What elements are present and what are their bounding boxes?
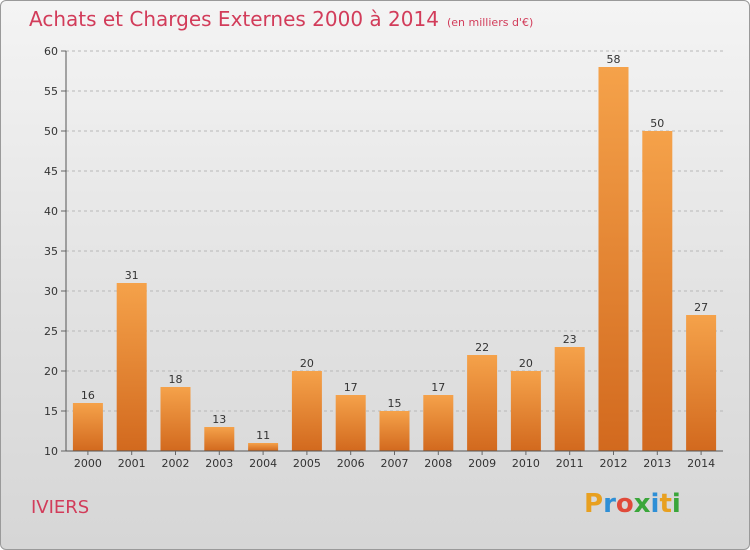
bar-value-label: 11 [256, 429, 270, 442]
bar-value-label: 15 [388, 397, 402, 410]
proxiti-logo[interactable]: Proxiti [584, 489, 681, 519]
y-tick-label: 55 [44, 85, 58, 98]
x-tick-label: 2011 [556, 457, 584, 470]
bar-2002 [160, 387, 191, 451]
y-tick-label: 60 [44, 45, 58, 58]
bar-2005 [291, 371, 322, 451]
bar-value-label: 20 [300, 357, 314, 370]
bar-2003 [204, 427, 235, 451]
x-tick-label: 2014 [687, 457, 715, 470]
bar-2004 [248, 443, 279, 451]
y-tick-label: 35 [44, 245, 58, 258]
y-tick-label: 50 [44, 125, 58, 138]
x-tick-label: 2007 [381, 457, 409, 470]
logo-letter: P [584, 489, 604, 519]
bar-2009 [467, 355, 498, 451]
y-tick-label: 15 [44, 405, 58, 418]
x-tick-label: 2013 [643, 457, 671, 470]
bar-value-label: 58 [607, 53, 621, 66]
x-tick-label: 2009 [468, 457, 496, 470]
x-tick-label: 2010 [512, 457, 540, 470]
bar-2012 [598, 67, 629, 451]
bar-2008 [423, 395, 454, 451]
x-tick-label: 2002 [162, 457, 190, 470]
logo-letter: t [659, 489, 672, 519]
x-tick-label: 2000 [74, 457, 102, 470]
logo-letter: x [633, 489, 651, 519]
bar-value-label: 17 [431, 381, 445, 394]
logo-letter: i [650, 489, 660, 519]
chart-title-text: Achats et Charges Externes 2000 à 2014 [29, 7, 439, 31]
bar-2006 [335, 395, 366, 451]
logo-letter: r [603, 489, 616, 519]
bar-value-label: 22 [475, 341, 489, 354]
y-tick-label: 20 [44, 365, 58, 378]
bar-value-label: 17 [344, 381, 358, 394]
bar-value-label: 23 [563, 333, 577, 346]
commune-name: IVIERS [31, 497, 90, 518]
x-tick-label: 2001 [118, 457, 146, 470]
axis-layer: 10 15 20 25 30 35 40 45 50 55 60 2000 2001 2002 2003 20… [44, 45, 723, 470]
bar-2001 [116, 283, 147, 451]
bar-value-label: 18 [169, 373, 183, 386]
x-tick-label: 2012 [600, 457, 628, 470]
y-tick-label: 30 [44, 285, 58, 298]
bar-value-label: 20 [519, 357, 533, 370]
x-tick-label: 2003 [205, 457, 233, 470]
logo-letter: i [671, 489, 681, 519]
bar-2007 [379, 411, 410, 451]
x-tick-label: 2005 [293, 457, 321, 470]
bar-2000 [72, 403, 103, 451]
y-tick-label: 40 [44, 205, 58, 218]
bar-2011 [554, 347, 585, 451]
chart-subtitle: (en milliers d'€) [446, 16, 534, 29]
bar-value-label: 27 [694, 301, 708, 314]
x-tick-label: 2008 [424, 457, 452, 470]
x-tick-label: 2006 [337, 457, 365, 470]
bar-2013 [642, 131, 673, 451]
y-tick-label: 45 [44, 165, 58, 178]
chart-title: Achats et Charges Externes 2000 à 2014 (e… [29, 7, 533, 31]
bar-2010 [510, 371, 541, 451]
bar-2014 [686, 315, 717, 451]
bar-value-label: 13 [212, 413, 226, 426]
y-tick-label: 25 [44, 325, 58, 338]
logo-letter: o [615, 489, 634, 519]
y-tick-label: 10 [44, 445, 58, 458]
bar-value-label: 16 [81, 389, 95, 402]
bar-value-label: 50 [650, 117, 664, 130]
x-tick-label: 2004 [249, 457, 277, 470]
bar-layer: 16 31 18 13 11 20 17 15 17 22 20 23 58 50 27 [72, 53, 717, 451]
bar-value-label: 31 [125, 269, 139, 282]
